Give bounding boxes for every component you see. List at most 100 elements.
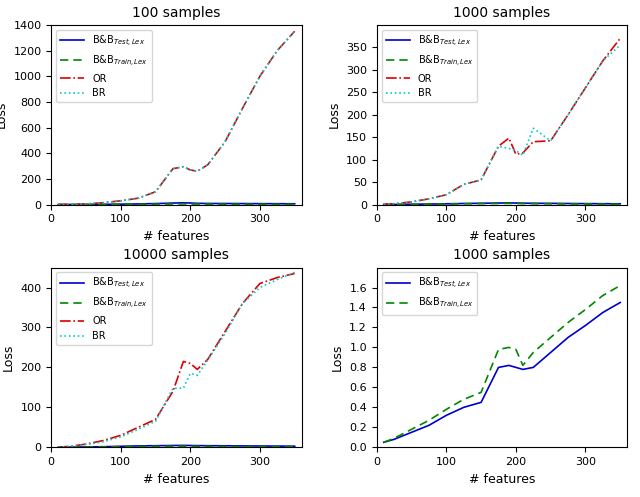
- B&B$_{Test, Lex}$: [616, 300, 624, 306]
- BR: [408, 199, 415, 205]
- B&B$_{Train, Lex}$: [221, 201, 229, 207]
- B&B$_{Test, Lex}$: [239, 443, 246, 449]
- OR: [193, 168, 201, 174]
- Line: B&B$_{Train, Lex}$: B&B$_{Train, Lex}$: [58, 446, 294, 447]
- BR: [512, 148, 520, 154]
- B&B$_{Test, Lex}$: [134, 443, 142, 449]
- OR: [425, 196, 433, 202]
- B&B$_{Test, Lex}$: [390, 436, 398, 442]
- BR: [100, 439, 108, 445]
- Title: 10000 samples: 10000 samples: [124, 248, 229, 262]
- OR: [495, 143, 502, 149]
- OR: [239, 301, 246, 307]
- OR: [616, 35, 624, 41]
- B&B$_{Test, Lex}$: [65, 201, 72, 207]
- B&B$_{Test, Lex}$: [221, 443, 229, 449]
- Line: OR: OR: [58, 31, 294, 205]
- B&B$_{Test, Lex}$: [291, 443, 298, 449]
- B&B$_{Train, Lex}$: [547, 201, 554, 207]
- BR: [54, 444, 62, 450]
- B&B$_{Test, Lex}$: [117, 443, 125, 449]
- B&B$_{Test, Lex}$: [460, 405, 468, 411]
- BR: [117, 434, 125, 440]
- B&B$_{Test, Lex}$: [477, 200, 485, 206]
- B&B$_{Test, Lex}$: [505, 200, 513, 206]
- B&B$_{Train, Lex}$: [291, 201, 298, 207]
- B&B$_{Test, Lex}$: [180, 442, 188, 448]
- B&B$_{Train, Lex}$: [505, 200, 513, 206]
- B&B$_{Train, Lex}$: [193, 443, 201, 449]
- OR: [512, 151, 520, 157]
- X-axis label: # features: # features: [468, 473, 535, 486]
- B&B$_{Train, Lex}$: [221, 443, 229, 449]
- B&B$_{Train, Lex}$: [193, 201, 201, 207]
- B&B$_{Test, Lex}$: [54, 202, 62, 208]
- BR: [291, 28, 298, 34]
- BR: [616, 42, 624, 48]
- B&B$_{Test, Lex}$: [512, 364, 520, 370]
- B&B$_{Test, Lex}$: [599, 310, 607, 316]
- B&B$_{Train, Lex}$: [616, 282, 624, 288]
- B&B$_{Test, Lex}$: [425, 201, 433, 207]
- OR: [291, 270, 298, 276]
- OR: [134, 195, 142, 201]
- B&B$_{Test, Lex}$: [505, 362, 513, 368]
- Y-axis label: Loss: Loss: [2, 344, 15, 371]
- BR: [221, 139, 229, 145]
- BR: [186, 167, 194, 173]
- B&B$_{Test, Lex}$: [529, 364, 537, 370]
- B&B$_{Test, Lex}$: [65, 444, 72, 450]
- B&B$_{Train, Lex}$: [65, 444, 72, 450]
- B&B$_{Test, Lex}$: [564, 200, 572, 206]
- B&B$_{Test, Lex}$: [256, 443, 264, 449]
- B&B$_{Train, Lex}$: [380, 439, 388, 445]
- BR: [204, 357, 212, 363]
- B&B$_{Train, Lex}$: [390, 201, 398, 207]
- B&B$_{Test, Lex}$: [134, 201, 142, 207]
- Line: OR: OR: [58, 273, 294, 447]
- BR: [180, 164, 188, 169]
- B&B$_{Train, Lex}$: [582, 201, 589, 207]
- BR: [291, 269, 298, 275]
- OR: [186, 167, 194, 173]
- BR: [82, 201, 90, 207]
- BR: [582, 85, 589, 91]
- B&B$_{Test, Lex}$: [408, 429, 415, 435]
- Y-axis label: Loss: Loss: [328, 101, 340, 128]
- B&B$_{Test, Lex}$: [273, 443, 281, 449]
- B&B$_{Train, Lex}$: [291, 444, 298, 450]
- OR: [169, 166, 177, 171]
- BR: [547, 138, 554, 144]
- Line: B&B$_{Train, Lex}$: B&B$_{Train, Lex}$: [384, 203, 620, 205]
- BR: [442, 192, 450, 198]
- B&B$_{Test, Lex}$: [82, 444, 90, 450]
- B&B$_{Test, Lex}$: [152, 201, 159, 207]
- B&B$_{Test, Lex}$: [547, 200, 554, 206]
- B&B$_{Train, Lex}$: [390, 435, 398, 441]
- B&B$_{Train, Lex}$: [117, 444, 125, 450]
- B&B$_{Test, Lex}$: [204, 200, 212, 206]
- BR: [204, 162, 212, 168]
- OR: [547, 138, 554, 144]
- Line: B&B$_{Test, Lex}$: B&B$_{Test, Lex}$: [384, 303, 620, 442]
- OR: [380, 201, 388, 207]
- Line: BR: BR: [58, 272, 294, 447]
- B&B$_{Test, Lex}$: [291, 201, 298, 207]
- B&B$_{Train, Lex}$: [169, 443, 177, 449]
- OR: [100, 437, 108, 443]
- BR: [239, 301, 246, 307]
- BR: [380, 201, 388, 207]
- OR: [564, 112, 572, 118]
- B&B$_{Test, Lex}$: [273, 201, 281, 207]
- B&B$_{Train, Lex}$: [564, 320, 572, 326]
- B&B$_{Train, Lex}$: [82, 444, 90, 450]
- BR: [505, 146, 513, 152]
- B&B$_{Train, Lex}$: [599, 293, 607, 299]
- B&B$_{Test, Lex}$: [204, 443, 212, 449]
- B&B$_{Train, Lex}$: [180, 201, 188, 207]
- B&B$_{Train, Lex}$: [495, 346, 502, 352]
- B&B$_{Test, Lex}$: [547, 349, 554, 355]
- OR: [460, 181, 468, 187]
- B&B$_{Train, Lex}$: [100, 444, 108, 450]
- X-axis label: # features: # features: [143, 473, 210, 486]
